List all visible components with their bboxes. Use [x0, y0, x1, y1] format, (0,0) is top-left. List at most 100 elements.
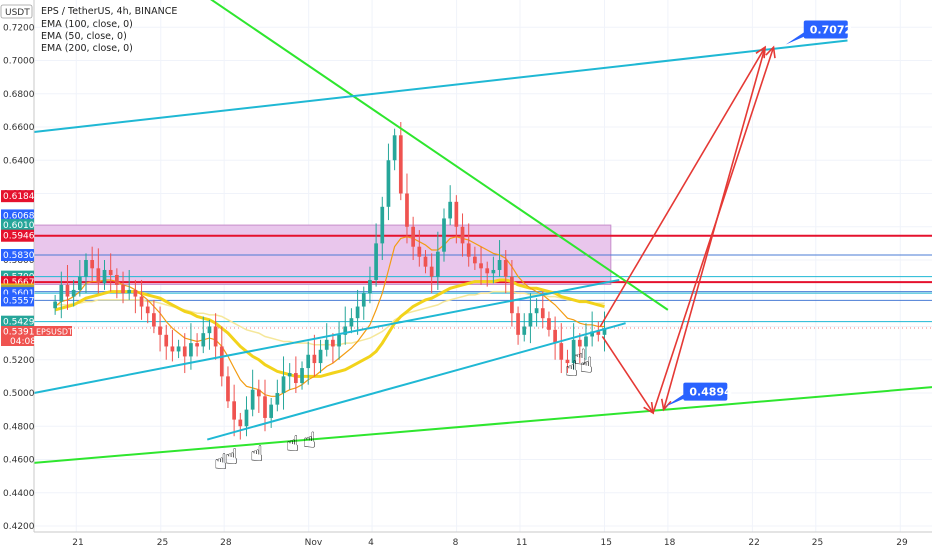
price-level-tag-text: 0.5830: [3, 251, 35, 261]
candle-body: [510, 276, 514, 314]
price-level-tag: 0.6010: [1, 219, 35, 232]
current-price-symbol: EPSUSDT: [36, 328, 73, 337]
price-tick-label: 0.6600: [3, 123, 35, 133]
candle-body: [312, 354, 317, 364]
candle-body: [275, 393, 280, 405]
callout-box: [683, 382, 728, 401]
candle-body: [349, 318, 354, 327]
candle-body: [201, 333, 206, 347]
projection-arrow-head: [660, 398, 672, 412]
trendline-cyan-support-low: [206, 322, 626, 441]
price-callout: 0.4894: [665, 382, 732, 407]
candle-body: [380, 206, 385, 244]
price-tick-label: 0.4200: [3, 522, 35, 532]
candle-body: [534, 308, 539, 314]
price-tick-label: 0.5000: [3, 389, 35, 399]
time-tick-label: 4: [368, 538, 374, 548]
candle-body: [300, 368, 304, 384]
candle-body: [398, 135, 403, 194]
candle-body: [411, 226, 415, 247]
candle-body: [96, 268, 101, 284]
price-tick-label: 0.6400: [3, 156, 35, 166]
candle-body: [374, 243, 378, 280]
candle-body: [71, 289, 76, 297]
candle-body: [182, 346, 187, 357]
candle-body: [547, 318, 551, 330]
price-level-tag-text: 0.5429: [3, 318, 35, 328]
projection-arrow-line: [599, 46, 766, 327]
time-tick-label: 18: [664, 538, 676, 548]
ema-50-legend: EMA (50, close, 0): [41, 31, 127, 42]
price-level-tag-text: 0.6010: [3, 221, 35, 231]
pointing-hand-icon: ☝: [580, 354, 593, 379]
projection-arrow-line: [601, 336, 654, 414]
price-tick-label: 0.6800: [3, 90, 35, 100]
current-price-countdown: 04:08: [10, 337, 36, 347]
price-tick-label: 0.4400: [3, 489, 35, 499]
candle-body: [145, 306, 150, 314]
pointing-hand-icon: ☝: [303, 429, 316, 454]
pointing-hand-icon: ☝: [573, 345, 586, 370]
candle-body: [565, 359, 570, 364]
trendline-green-downtrend: [210, 0, 669, 311]
candle-body: [281, 376, 286, 393]
candle-body: [324, 339, 329, 350]
price-level-tag: 0.5557: [1, 294, 35, 307]
candle-body: [337, 334, 341, 347]
pointing-hand-icon: ☝: [214, 450, 227, 475]
price-level-tag-text: 0.5557: [3, 296, 35, 306]
candle-body: [127, 289, 132, 294]
candle-body: [559, 343, 564, 360]
price-level-tag-bg: [1, 209, 34, 222]
candle-body: [65, 284, 70, 297]
time-tick-label: Nov: [305, 538, 323, 548]
price-level-tag-bg: [1, 315, 34, 328]
candle-body: [392, 135, 397, 161]
price-level-tag: 0.6184: [1, 190, 35, 203]
price-level-tag-text: 0.6184: [3, 192, 35, 202]
candle-body: [466, 243, 471, 257]
trendline-green-support: [33, 386, 932, 464]
candle-body: [84, 260, 88, 277]
trendline-cyan-channel-top: [33, 39, 848, 133]
candle-body: [442, 218, 446, 252]
candle-body: [207, 326, 212, 334]
candle-body: [158, 326, 162, 335]
candle-body: [479, 263, 483, 269]
candle-body: [133, 289, 138, 297]
callout-value: 0.4894: [689, 386, 732, 399]
candle-body: [343, 326, 348, 335]
candle-body: [368, 279, 372, 294]
candle-body: [331, 339, 335, 347]
candle-body: [59, 284, 64, 302]
candle-body: [219, 346, 224, 377]
candle-body: [590, 331, 595, 337]
pointing-hand-icon: ☝: [250, 442, 263, 467]
candle-body: [213, 326, 218, 347]
callout-box: [803, 20, 848, 39]
candle-body: [170, 346, 175, 352]
candle-body: [250, 389, 255, 410]
price-level-tag-text: 0.5667: [3, 278, 35, 288]
candle-body: [121, 284, 125, 294]
ema-100-legend: EMA (100, close, 0): [41, 19, 133, 30]
candle-body: [152, 313, 156, 327]
time-axis: 21 25 28 Nov 4 8 11 15 18 22 25 29: [72, 538, 908, 548]
price-tick-label: 0.5200: [3, 356, 35, 366]
candle-body: [540, 308, 545, 319]
candle-body: [226, 376, 230, 402]
ema-50-line: [54, 236, 605, 397]
price-level-tag: 0.5830: [1, 249, 35, 262]
price-level-tag: 0.5946: [1, 229, 35, 242]
price-level-tag-bg: [1, 219, 34, 232]
candle-body: [522, 326, 527, 335]
candle-body: [244, 409, 249, 427]
candle-body: [77, 276, 82, 290]
candle-body: [602, 328, 607, 335]
candle-body: [287, 373, 292, 377]
price-level-tag: 0.6068: [1, 209, 35, 222]
candle-body: [195, 343, 199, 347]
time-tick-label: 21: [72, 538, 83, 548]
candle-body: [269, 404, 274, 418]
